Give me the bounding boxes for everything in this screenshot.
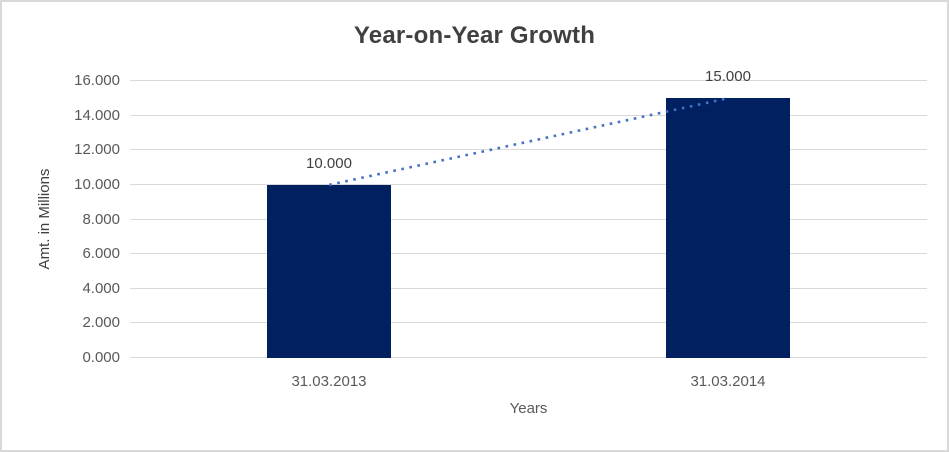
y-gridline bbox=[130, 80, 927, 81]
data-label: 15.000 bbox=[705, 68, 751, 85]
y-axis-tick-label: 8.000 bbox=[82, 211, 120, 228]
y-axis-tick-label: 0.000 bbox=[82, 349, 120, 366]
data-label: 10.000 bbox=[306, 155, 352, 172]
y-gridline bbox=[130, 184, 927, 185]
y-gridline bbox=[130, 322, 927, 323]
y-axis-tick-label: 4.000 bbox=[82, 280, 120, 297]
chart-title: Year-on-Year Growth bbox=[353, 22, 596, 49]
bar-31.03.2013 bbox=[267, 185, 391, 358]
y-gridline bbox=[130, 288, 927, 289]
y-axis-tick-label: 10.000 bbox=[74, 176, 120, 193]
x-axis-category-label: 31.03.2014 bbox=[690, 373, 766, 390]
x-axis-title: Years bbox=[509, 400, 548, 417]
y-axis-tick-label: 6.000 bbox=[82, 245, 120, 262]
y-gridline bbox=[130, 253, 927, 254]
y-axis-tick-label: 16.000 bbox=[74, 72, 120, 89]
bar-31.03.2014 bbox=[666, 98, 790, 358]
y-gridline bbox=[130, 149, 927, 150]
y-axis-tick-label: 2.000 bbox=[82, 314, 120, 331]
y-gridline bbox=[130, 357, 927, 358]
y-gridline bbox=[130, 115, 927, 116]
y-axis-tick-label: 12.000 bbox=[74, 141, 120, 158]
y-gridline bbox=[130, 219, 927, 220]
x-axis-category-label: 31.03.2013 bbox=[291, 373, 367, 390]
y-axis-tick-label: 14.000 bbox=[74, 107, 120, 124]
